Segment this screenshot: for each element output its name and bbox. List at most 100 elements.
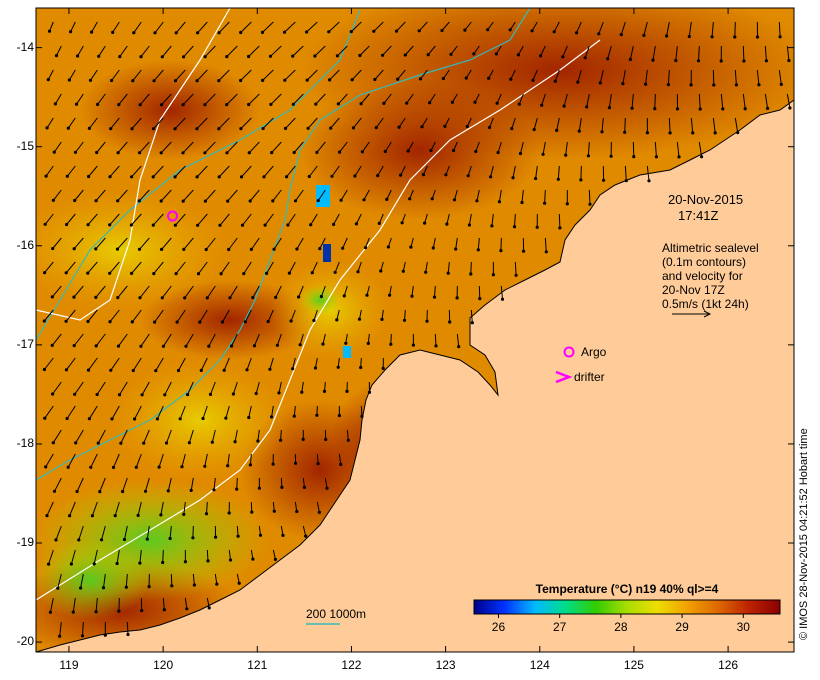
velocity-arrow — [184, 285, 194, 299]
velocity-arrow-head — [543, 201, 547, 205]
drifter-legend-label: drifter — [574, 370, 605, 384]
velocity-arrow-head — [271, 462, 275, 466]
velocity-arrow — [667, 69, 670, 85]
velocity-arrow-head — [164, 441, 169, 445]
velocity-arrow — [213, 477, 216, 490]
velocity-arrow-head — [585, 105, 589, 109]
velocity-arrow-head — [556, 177, 560, 181]
velocity-arrow — [742, 45, 745, 62]
velocity-arrow — [192, 573, 195, 586]
velocity-arrow-head — [140, 608, 144, 613]
velocity-arrow — [734, 117, 739, 133]
velocity-arrow-head — [499, 249, 503, 253]
velocity-arrow — [520, 141, 524, 154]
velocity-arrow-head — [173, 223, 177, 227]
velocity-arrow — [174, 117, 186, 130]
velocity-arrow — [49, 21, 54, 32]
velocity-arrow — [584, 45, 590, 58]
velocity-arrow — [220, 261, 230, 274]
velocity-arrow — [95, 597, 98, 612]
velocity-arrow-head — [90, 514, 94, 518]
velocity-arrow — [95, 333, 106, 347]
velocity-arrow — [456, 333, 460, 347]
velocity-arrow — [200, 357, 208, 371]
velocity-arrow-head — [647, 179, 651, 183]
velocity-arrow-head — [74, 441, 78, 445]
velocity-arrow — [226, 93, 238, 105]
velocity-arrow-head — [353, 174, 357, 178]
velocity-arrow-head — [373, 77, 377, 82]
velocity-arrow — [446, 213, 450, 225]
velocity-arrow-head — [161, 560, 165, 565]
velocity-arrow — [307, 117, 318, 129]
velocity-arrow — [96, 381, 106, 395]
velocity-arrow-head — [249, 247, 253, 251]
velocity-arrow — [153, 117, 164, 130]
velocity-arrow — [143, 429, 150, 444]
velocity-arrow-head — [153, 320, 157, 324]
velocity-arrow-head — [491, 273, 495, 277]
velocity-arrow — [206, 501, 208, 514]
velocity-arrow-head — [237, 581, 241, 585]
velocity-arrow-head — [332, 222, 336, 226]
velocity-arrow-head — [651, 58, 655, 62]
velocity-arrow — [490, 165, 494, 177]
velocity-arrow-head — [576, 80, 580, 84]
velocity-arrow-head — [51, 198, 56, 202]
velocity-arrow-head — [176, 368, 181, 373]
velocity-arrow — [110, 357, 120, 371]
velocity-arrow — [95, 189, 106, 202]
velocity-arrow-head — [327, 30, 331, 34]
velocity-arrow-head — [51, 392, 55, 396]
velocity-arrow-head — [321, 342, 325, 346]
velocity-arrow — [374, 69, 384, 80]
velocity-arrow — [398, 117, 406, 128]
velocity-arrow-head — [183, 296, 187, 300]
velocity-arrow-head — [73, 150, 78, 154]
velocity-arrow — [270, 45, 282, 57]
velocity-arrow-head — [260, 30, 265, 34]
velocity-arrow-head — [247, 151, 251, 155]
velocity-arrow-head — [47, 29, 52, 33]
velocity-arrow-head — [160, 55, 164, 59]
velocity-arrow — [88, 357, 98, 371]
velocity-arrow — [316, 501, 320, 513]
velocity-arrow — [59, 621, 62, 637]
velocity-arrow — [240, 117, 252, 129]
velocity-arrow-head — [159, 513, 163, 517]
velocity-arrow-head — [408, 197, 412, 201]
velocity-arrow — [141, 381, 150, 396]
velocity-arrow — [586, 93, 590, 108]
velocity-arrow-head — [95, 150, 99, 155]
velocity-arrow-head — [101, 586, 106, 590]
velocity-arrow-head — [203, 103, 207, 107]
velocity-arrow-head — [432, 295, 437, 299]
velocity-arrow — [270, 93, 282, 105]
velocity-arrow-head — [157, 465, 161, 469]
velocity-arrow-head — [283, 126, 288, 130]
velocity-arrow — [382, 45, 392, 56]
velocity-arrow-head — [174, 31, 178, 35]
velocity-arrow-head — [243, 320, 247, 324]
velocity-arrow — [360, 405, 363, 417]
velocity-arrow-head — [275, 343, 279, 347]
velocity-arrow-head — [268, 367, 272, 371]
velocity-arrow — [78, 525, 84, 541]
velocity-arrow — [66, 357, 76, 371]
velocity-arrow-head — [677, 155, 681, 159]
velocity-arrow-head — [328, 78, 332, 82]
velocity-arrow-head — [180, 465, 184, 469]
velocity-arrow — [185, 333, 194, 347]
velocity-arrow-head — [280, 485, 284, 489]
velocity-arrow — [329, 69, 340, 81]
velocity-arrow-head — [666, 83, 671, 87]
velocity-arrow — [476, 189, 480, 201]
velocity-arrow — [158, 453, 164, 468]
velocity-arrow-head — [247, 102, 251, 107]
velocity-arrow — [316, 141, 326, 153]
velocity-arrow — [131, 165, 142, 178]
velocity-arrow-head — [87, 174, 91, 179]
velocity-arrow — [314, 45, 326, 57]
velocity-arrow-head — [242, 272, 246, 276]
velocity-arrow-head — [360, 150, 364, 154]
